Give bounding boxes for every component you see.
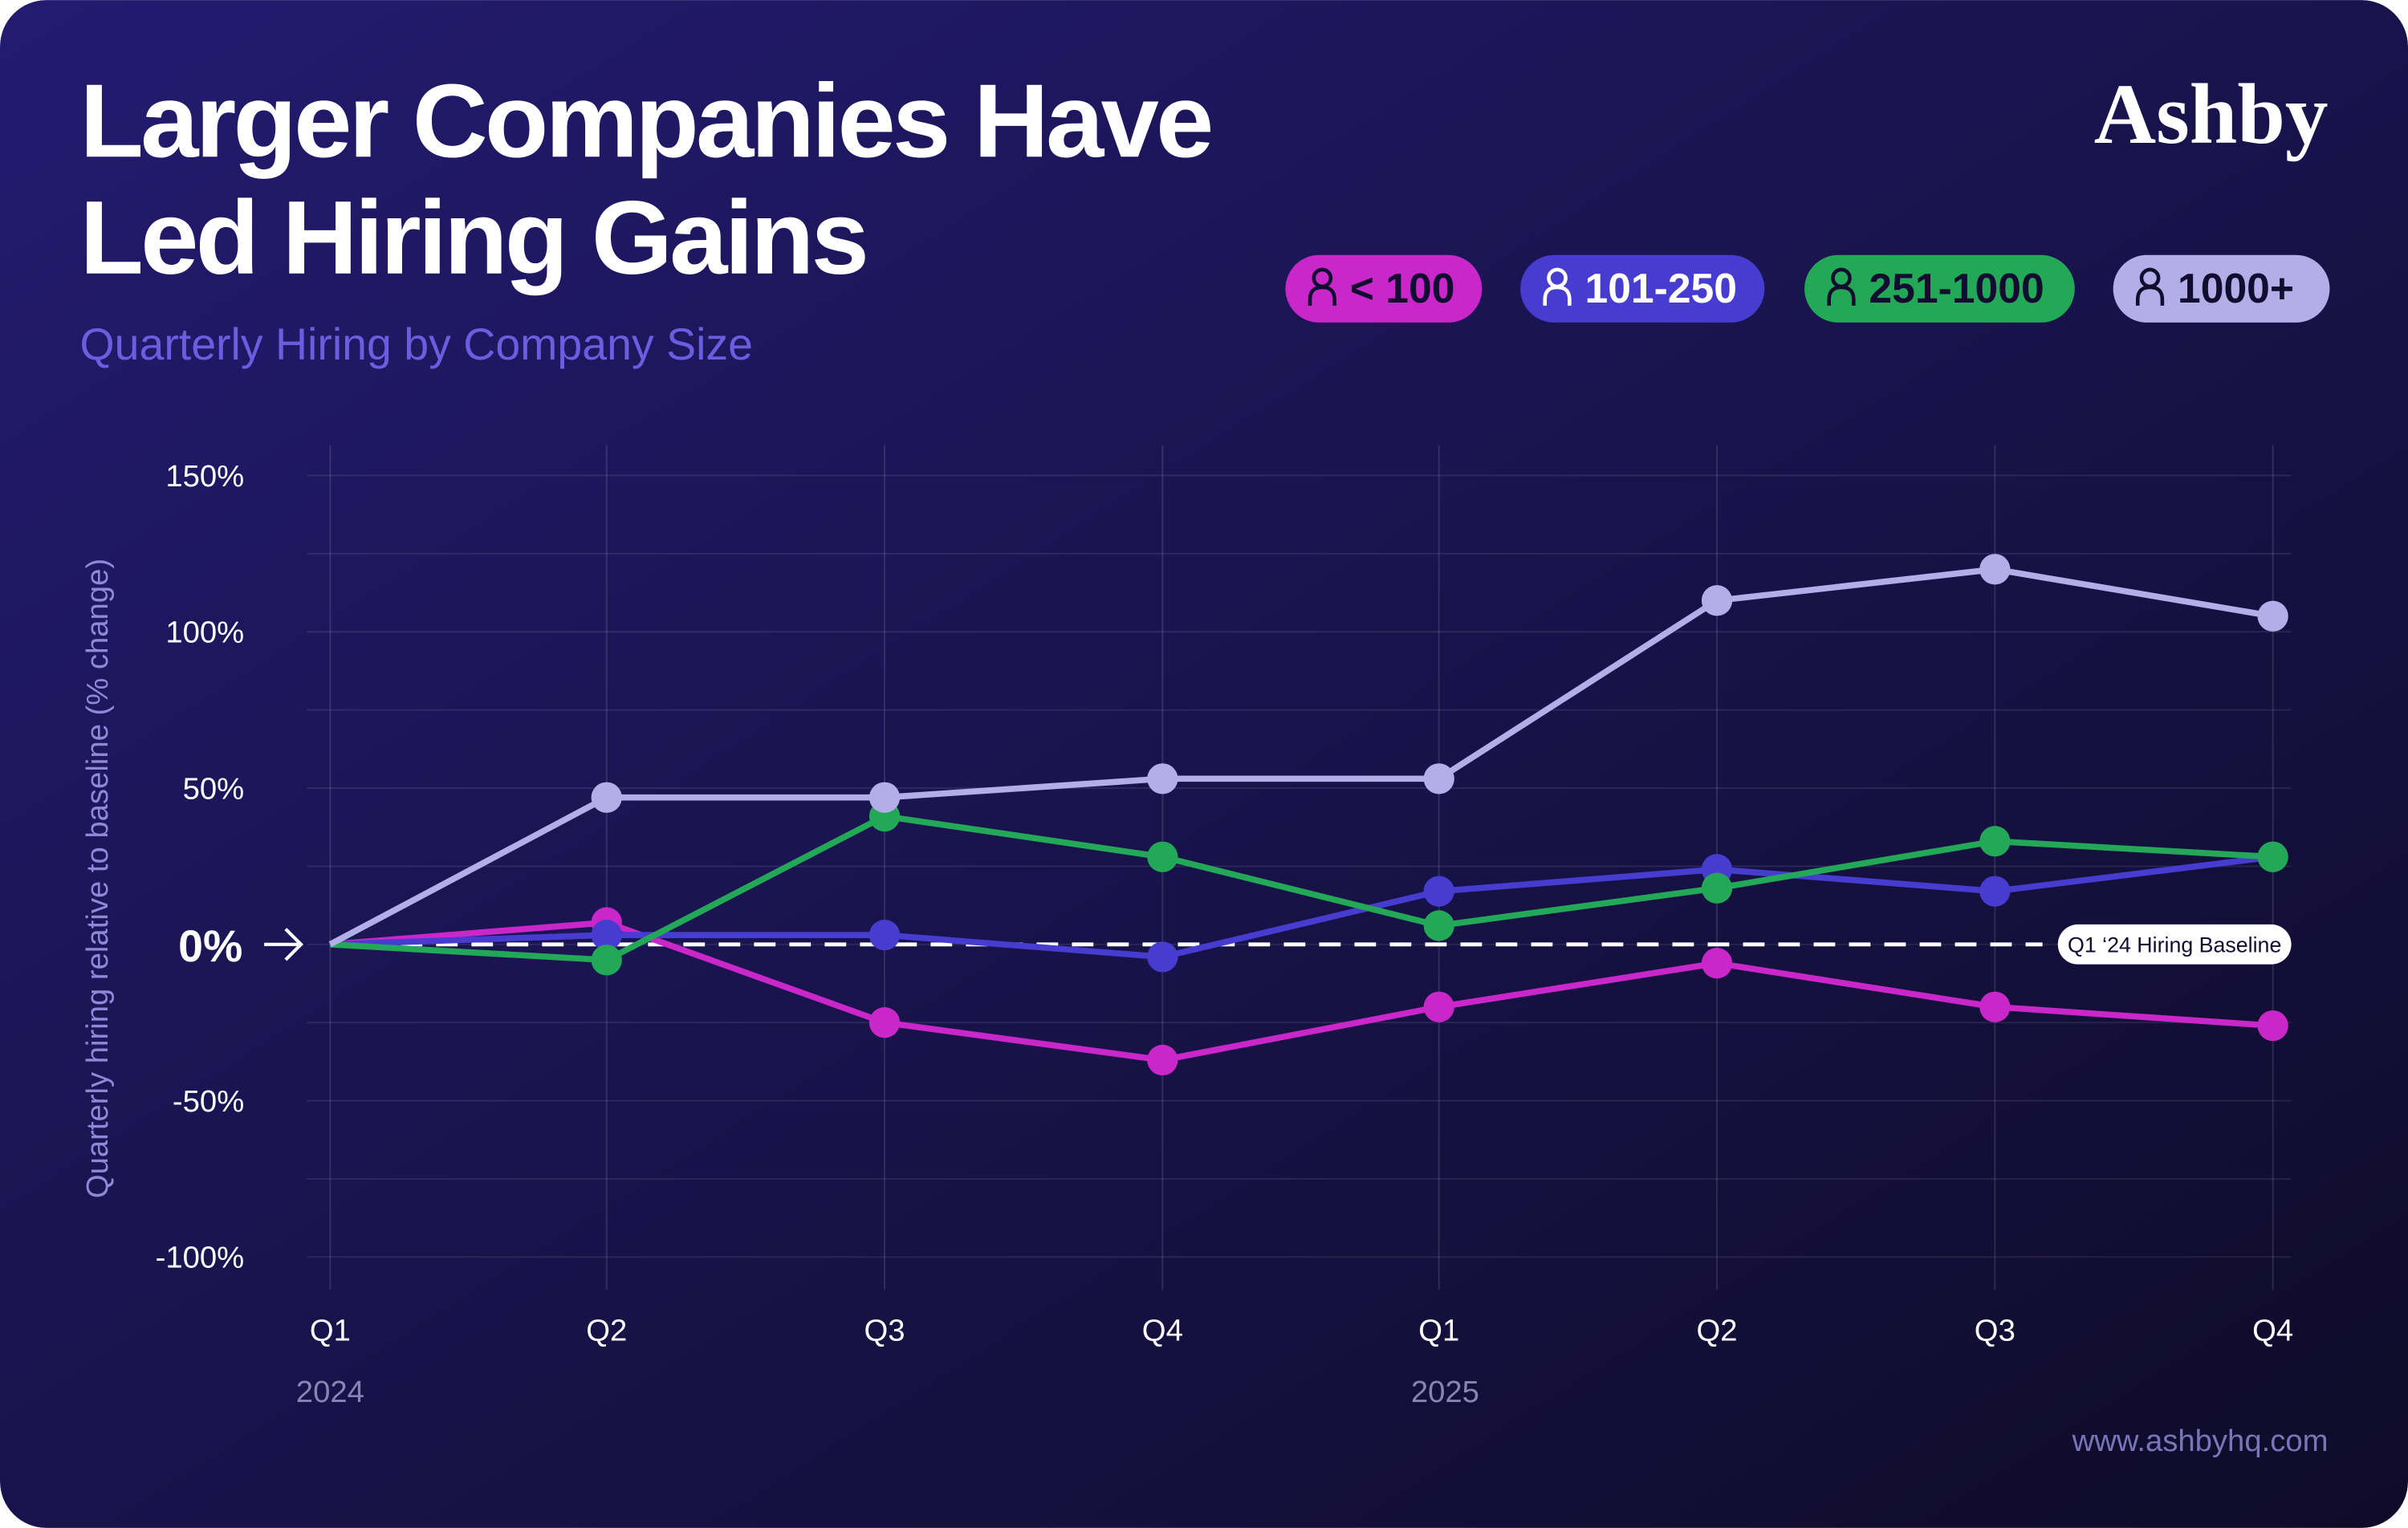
x-tick-label: Q4 [2252,1313,2293,1347]
data-point[interactable] [868,1007,901,1038]
data-point[interactable] [1147,763,1178,794]
data-point[interactable] [1147,941,1178,973]
legend-pill [1520,254,1765,323]
y-tick-label: 0% [178,921,242,971]
footer-url[interactable]: www.ashbyhq.com [2072,1424,2329,1458]
ashby-logo: Ashby [2094,67,2329,162]
baseline-label: Q1 ‘24 Hiring Baseline [2068,933,2281,957]
legend-item[interactable]: 1000+ [2113,254,2330,323]
y-axis-label: Quarterly hiring relative to baseline (%… [80,559,115,1198]
data-point[interactable] [2257,600,2288,632]
person-icon [2135,267,2165,306]
legend: < 100 101-250 251-1000 1000+ [1285,254,2330,323]
year-label: 2024 [296,1375,364,1409]
data-point[interactable] [1701,585,1733,616]
y-tick-label: -100% [156,1241,245,1275]
x-tick-label: Q1 [310,1313,351,1347]
person-icon [1543,267,1572,306]
x-tick-label: Q1 [1418,1313,1459,1347]
series-group [328,554,2288,1076]
legend-label: 251-1000 [1869,265,2044,311]
series-line [328,566,2274,948]
series-2 [330,800,2288,976]
arrow-right-icon [264,928,303,961]
subtitle: Quarterly Hiring by Company Size [79,319,753,369]
grid [307,445,2292,1290]
data-point[interactable] [1147,1044,1178,1076]
data-point[interactable] [1701,872,1733,904]
data-point[interactable] [868,782,901,813]
legend-label: 1000+ [2178,265,2294,311]
y-tick-label: -50% [173,1084,244,1119]
data-point[interactable] [2257,841,2288,872]
data-point[interactable] [591,919,622,951]
series-3 [328,554,2288,948]
data-point[interactable] [1701,948,1733,979]
legend-item[interactable]: 101-250 [1520,254,1765,323]
y-axis: 150% 100% 50% 0% -50% -100% [156,459,303,1275]
y-tick-label: 150% [165,459,244,494]
x-tick-label: Q2 [1697,1313,1738,1347]
person-icon [1827,267,1856,306]
data-point[interactable] [1423,910,1454,941]
data-point[interactable] [591,945,622,976]
legend-label: < 100 [1350,265,1455,311]
x-tick-label: Q3 [1975,1313,2015,1347]
series-line [330,813,2273,964]
data-point[interactable] [1423,991,1454,1022]
x-tick-label: Q4 [1142,1313,1183,1347]
x-tick-label: Q3 [864,1313,905,1347]
title-line-1: Larger Companies Have [79,62,1210,179]
x-axis: Q1 Q2 Q3 Q4 Q1 Q2 Q3 Q4 2024 2025 [296,1313,2293,1409]
year-label: 2025 [1411,1375,1479,1409]
data-point[interactable] [1979,991,2011,1022]
data-point[interactable] [1147,841,1178,872]
baseline-label-pill [2057,924,2292,965]
legend-pill [2113,254,2330,323]
legend-item[interactable]: < 100 [1285,254,1483,323]
data-point[interactable] [1979,826,2011,857]
y-tick-label: 50% [183,771,245,806]
x-tick-label: Q2 [586,1313,627,1347]
legend-item[interactable]: 251-1000 [1804,254,2075,323]
y-tick-label: 100% [165,616,244,650]
data-point[interactable] [591,782,622,813]
legend-label: 101-250 [1584,265,1737,311]
data-point[interactable] [868,919,901,951]
data-point[interactable] [2257,1010,2288,1042]
data-point[interactable] [1979,876,2011,907]
title-line-2: Led Hiring Gains [79,179,866,296]
data-point[interactable] [1423,763,1454,794]
person-icon [1308,267,1336,306]
legend-pill [1804,254,2075,323]
data-point[interactable] [1979,554,2011,585]
data-point[interactable] [1423,876,1454,907]
